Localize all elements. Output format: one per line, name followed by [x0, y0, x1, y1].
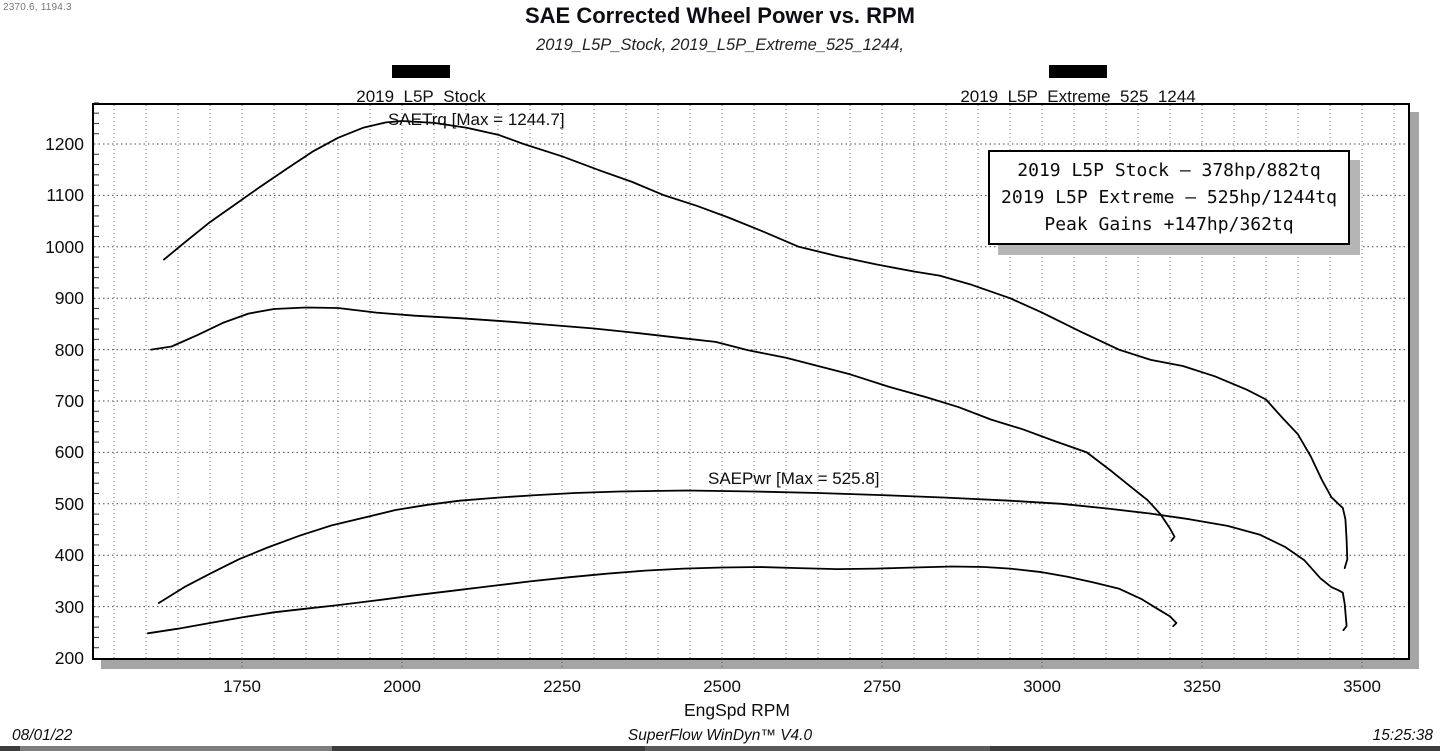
y-tick-label: 1100 — [46, 185, 84, 206]
y-tick-label: 300 — [54, 596, 84, 617]
chart-subtitle: 2019_L5P_Stock, 2019_L5P_Extreme_525_124… — [536, 36, 904, 54]
y-tick-label: 600 — [54, 442, 84, 463]
legend-label-extreme: 2019_L5P_Extreme_525_1244 — [960, 87, 1196, 106]
legend-marker-extreme[interactable] — [1049, 65, 1107, 78]
power-max-annotation: SAEPwr [Max = 525.8] — [708, 469, 880, 488]
curve-saetrq-2019-l5p-stock — [150, 306, 1176, 542]
info-line-gains: Peak Gains +147hp/362tq — [1044, 214, 1294, 235]
torque-max-annotation: SAETrq [Max = 1244.7] — [388, 110, 565, 129]
plot-area[interactable]: SAETrq [Max = 1244.7] SAEPwr [Max = 525.… — [92, 102, 1410, 667]
curve-saetrq-2019-l5p-extreme-525-1244 — [163, 120, 1349, 570]
x-tick-label: 2500 — [703, 677, 741, 696]
x-tick-label: 2000 — [383, 677, 421, 696]
curve-saepwr-2019-l5p-extreme-525-1244 — [157, 489, 1348, 632]
info-line-stock: 2019 L5P Stock – 378hp/882tq — [1017, 160, 1321, 181]
curve-saepwr-2019-l5p-stock — [147, 565, 1178, 635]
x-tick-label: 1750 — [223, 677, 261, 696]
legend-item-extreme: 2019_L5P_Extreme_525_1244 — [928, 65, 1228, 107]
y-tick-label: 1000 — [45, 236, 84, 257]
x-tick-label: 3000 — [1023, 677, 1061, 696]
x-axis-title: EngSpd RPM — [683, 700, 791, 720]
results-info-box: 2019 L5P Stock – 378hp/882tq 2019 L5P Ex… — [988, 150, 1350, 245]
footer-time: 15:25:38 — [1372, 727, 1433, 744]
y-tick-label: 900 — [54, 288, 84, 309]
footer-app-name: SuperFlow WinDyn™ V4.0 — [627, 727, 813, 744]
x-tick-label: 2250 — [543, 677, 581, 696]
bottom-bar-segment — [645, 746, 990, 751]
y-tick-label: 700 — [54, 391, 84, 411]
y-tick-label: 1200 — [45, 134, 84, 154]
y-tick-label: 800 — [54, 339, 84, 360]
y-tick-label: 400 — [54, 545, 84, 566]
info-line-extreme: 2019 L5P Extreme – 525hp/1244tq — [1001, 187, 1337, 208]
bottom-bar-segment — [20, 746, 332, 751]
y-tick-label: 200 — [54, 648, 84, 668]
legend-item-stock: 2019_L5P_Stock — [271, 65, 571, 107]
legend-label-stock: 2019_L5P_Stock — [356, 87, 486, 106]
chart-title: SAE Corrected Wheel Power vs. RPM — [525, 3, 915, 28]
window-bottom-edge-bar — [0, 746, 1440, 751]
x-tick-label: 3250 — [1183, 677, 1221, 696]
footer-date: 08/01/22 — [12, 727, 73, 744]
x-tick-label: 2750 — [863, 677, 901, 696]
y-tick-label: 500 — [54, 493, 84, 514]
legend-marker-stock[interactable] — [392, 65, 450, 78]
x-tick-label: 3500 — [1343, 677, 1381, 696]
cursor-position-readout: 2370.6, 1194.3 — [3, 2, 72, 13]
